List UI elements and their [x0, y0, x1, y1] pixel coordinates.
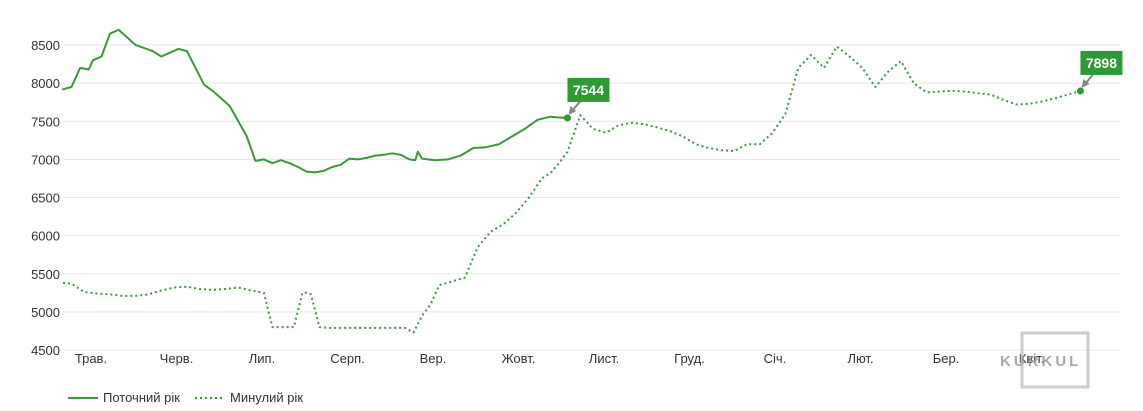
y-tick-label: 5000	[31, 305, 60, 320]
legend-item-previous[interactable]: Минулий рік	[195, 390, 303, 405]
callout-box	[1080, 50, 1123, 75]
legend-label-previous: Минулий рік	[230, 390, 303, 405]
legend: Поточний рік Минулий рік	[68, 390, 303, 405]
watermark-frame	[1020, 331, 1090, 389]
y-tick-label: 7500	[31, 114, 60, 129]
x-tick-label: Жовт.	[502, 351, 536, 366]
x-tick-label: Груд.	[674, 351, 705, 366]
x-tick-label: Січ.	[764, 351, 787, 366]
y-tick-label: 8500	[31, 38, 60, 53]
endpoint-marker[interactable]	[563, 114, 571, 122]
callout-arrow-head	[1081, 78, 1090, 88]
watermark-text: KURKUL	[1000, 353, 1081, 370]
x-axis: Трав. Черв. Лип. Серп. Вер. Жовт. Лист. Груд. Сі…	[75, 351, 1044, 366]
y-axis: 4500 5000 5500 6000 6500 7000 7500 8000 8500	[31, 38, 60, 358]
legend-label-current: Поточний рік	[103, 390, 180, 405]
x-tick-label: Лист.	[589, 351, 619, 366]
callout-box	[567, 77, 610, 102]
y-tick-label: 7000	[31, 152, 60, 167]
y-tick-label: 6000	[31, 229, 60, 244]
x-tick-label: Бер.	[933, 351, 960, 366]
kurkul-watermark: KURKUL	[1000, 331, 1090, 389]
callout-arrow-head	[568, 105, 577, 115]
x-tick-label: Лип.	[249, 351, 275, 366]
y-tick-label: 6500	[31, 191, 60, 206]
series-current-line[interactable]	[62, 28, 569, 174]
y-tick-label: 5500	[31, 267, 60, 282]
x-tick-label: Квіт.	[1019, 351, 1045, 366]
y-tick-label: 8000	[31, 76, 60, 91]
x-tick-label: Черв.	[160, 351, 194, 366]
series-previous-line[interactable]	[62, 45, 1081, 334]
x-tick-label: Лют.	[847, 351, 873, 366]
x-tick-label: Трав.	[75, 351, 107, 366]
callouts: 7544 7898	[563, 50, 1123, 122]
y-tick-label: 4500	[31, 343, 60, 358]
x-tick-label: Вер.	[420, 351, 447, 366]
series-lines	[62, 28, 1081, 334]
legend-item-current[interactable]: Поточний рік	[68, 390, 180, 405]
endpoint-marker[interactable]	[1076, 87, 1084, 95]
x-tick-label: Серп.	[330, 351, 365, 366]
callout-value: 7898	[1086, 55, 1117, 71]
callout-value: 7544	[573, 82, 604, 98]
